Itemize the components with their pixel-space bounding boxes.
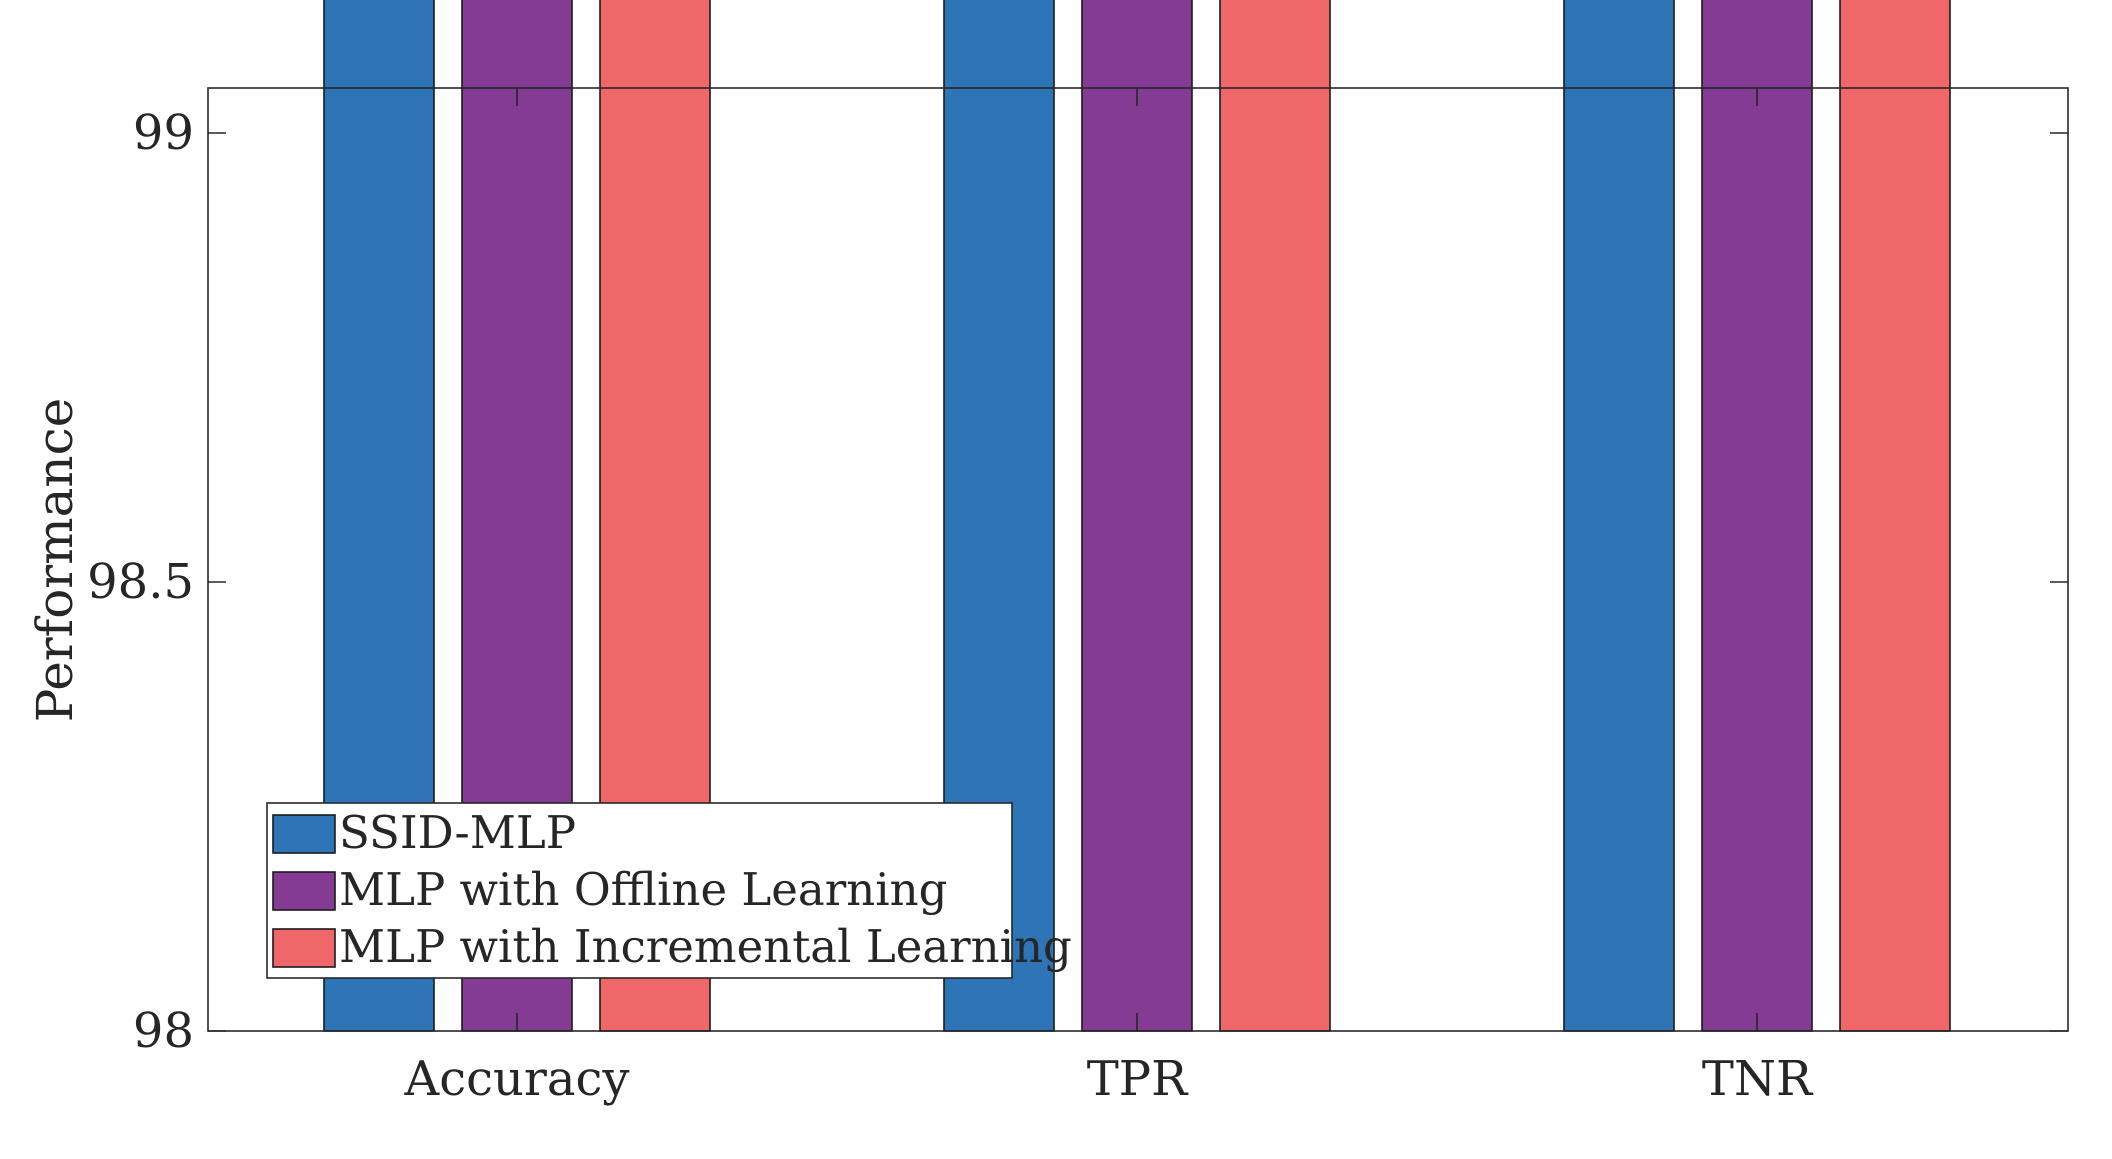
legend-box: [266, 802, 1013, 979]
bar-tnr-series-3: [1839, 0, 1951, 1032]
legend-label: MLP with Incremental Learning: [339, 920, 1072, 973]
x-tick-label: TNR: [1702, 1051, 1814, 1107]
axes-box: [207, 87, 2069, 1032]
bar-tpr-series-3: [1219, 0, 1331, 1032]
x-tick-label: Accuracy: [404, 1051, 630, 1107]
bars: [323, 0, 1951, 1032]
x-tick-label: TPR: [1087, 1051, 1189, 1107]
legend-swatch: [272, 871, 336, 911]
legend-label: MLP with Offline Learning: [339, 863, 947, 916]
legend-swatch: [272, 928, 336, 968]
y-tick-label: 98.5: [87, 554, 194, 610]
legend-label: SSID-MLP: [339, 806, 576, 859]
bar-tnr-series-1: [1563, 0, 1675, 1032]
y-axis-title: Performance: [26, 398, 84, 722]
y-tick-label: 98: [133, 1003, 194, 1059]
bar-tnr-series-2: [1701, 0, 1813, 1032]
legend-swatch: [272, 814, 336, 854]
y-tick-label: 99: [133, 105, 194, 161]
bar-tpr-series-2: [1081, 0, 1193, 1032]
